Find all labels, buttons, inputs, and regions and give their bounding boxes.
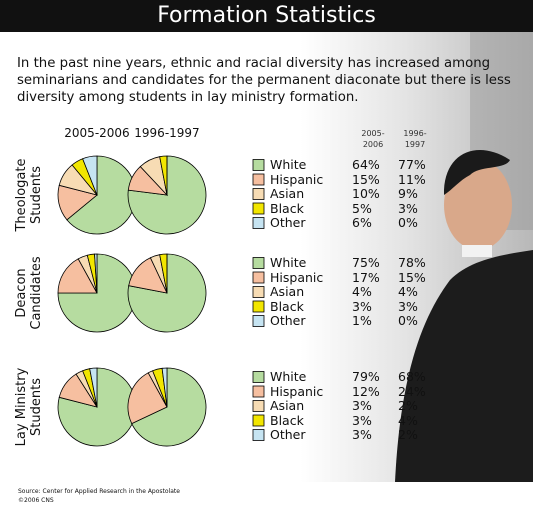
- legend-label: Other: [270, 313, 306, 328]
- value-label: 3%: [398, 201, 418, 216]
- value-label: 4%: [352, 284, 372, 299]
- title: Formation Statistics: [0, 3, 533, 28]
- value-label: 11%: [398, 172, 426, 187]
- legend-label: Asian: [270, 186, 304, 201]
- value-label: 12%: [352, 384, 380, 399]
- legend-swatch: [253, 301, 264, 312]
- table-header: 2005-2006: [357, 128, 389, 150]
- value-label: 64%: [352, 157, 380, 172]
- value-label: 3%: [352, 299, 372, 314]
- value-label: 78%: [398, 255, 426, 270]
- value-label: 9%: [398, 186, 418, 201]
- value-label: 3%: [352, 413, 372, 428]
- value-label: 4%: [398, 284, 418, 299]
- legend-label: Black: [270, 299, 304, 314]
- legend-swatch: [253, 189, 264, 200]
- group-label: Lay Ministry Students: [14, 362, 44, 452]
- value-label: 0%: [398, 313, 418, 328]
- infographic: Formation Statistics In the past nine ye…: [0, 0, 533, 506]
- value-label: 75%: [352, 255, 380, 270]
- legend-label: Black: [270, 201, 304, 216]
- value-label: 2%: [398, 427, 418, 442]
- legend-label: Asian: [270, 284, 304, 299]
- value-label: 68%: [398, 369, 426, 384]
- value-label: 24%: [398, 384, 426, 399]
- legend-label: White: [270, 369, 306, 384]
- value-label: 4%: [398, 413, 418, 428]
- legend-swatch: [253, 160, 264, 171]
- value-label: 17%: [352, 270, 380, 285]
- legend-swatch: [253, 203, 264, 214]
- value-label: 3%: [352, 427, 372, 442]
- value-label: 10%: [352, 186, 380, 201]
- legend-label: White: [270, 255, 306, 270]
- copyright: ©2006 CNS: [18, 497, 54, 504]
- group-label: Theologate Students: [14, 150, 44, 240]
- value-label: 5%: [352, 201, 372, 216]
- legend-swatch: [253, 218, 264, 229]
- legend-swatch: [253, 401, 264, 412]
- legend-label: Black: [270, 413, 304, 428]
- legend-label: Other: [270, 215, 306, 230]
- value-label: 3%: [352, 398, 372, 413]
- value-label: 77%: [398, 157, 426, 172]
- table-header: 1996-1997: [399, 128, 431, 150]
- legend-label: Asian: [270, 398, 304, 413]
- column-header: 2005-2006: [64, 126, 130, 140]
- legend-label: Hispanic: [270, 172, 323, 187]
- value-label: 79%: [352, 369, 380, 384]
- legend-swatch: [253, 430, 264, 441]
- legend-swatch: [253, 372, 264, 383]
- legend-swatch: [253, 272, 264, 283]
- legend-label: Other: [270, 427, 306, 442]
- subtitle: In the past nine years, ethnic and racia…: [17, 55, 522, 106]
- value-label: 6%: [352, 215, 372, 230]
- legend-label: Hispanic: [270, 384, 323, 399]
- value-label: 3%: [398, 299, 418, 314]
- value-label: 15%: [398, 270, 426, 285]
- value-label: 0%: [398, 215, 418, 230]
- legend-swatch: [253, 258, 264, 269]
- legend-swatch: [253, 174, 264, 185]
- legend-label: White: [270, 157, 306, 172]
- value-label: 1%: [352, 313, 372, 328]
- value-label: 2%: [398, 398, 418, 413]
- column-header: 1996-1997: [134, 126, 200, 140]
- legend-swatch: [253, 386, 264, 397]
- legend-label: Hispanic: [270, 270, 323, 285]
- source: Source: Center for Applied Research in t…: [18, 488, 180, 495]
- value-label: 15%: [352, 172, 380, 187]
- legend-swatch: [253, 415, 264, 426]
- legend-swatch: [253, 316, 264, 327]
- group-label: Deacon Candidates: [14, 248, 44, 338]
- legend-swatch: [253, 287, 264, 298]
